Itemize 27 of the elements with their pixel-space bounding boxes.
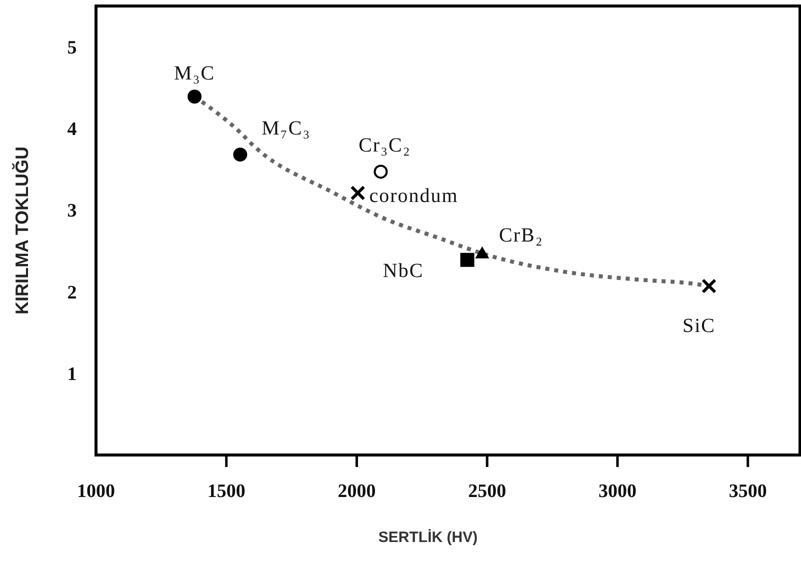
y-tick-label: 4: [67, 119, 78, 140]
x-tick-label: 2500: [468, 481, 506, 502]
y-tick-label: 5: [67, 37, 77, 58]
y-axis-title: KIRILMA TOKLUĞU: [12, 146, 32, 314]
series-label: Cr₃C₂: [358, 134, 411, 157]
point: [702, 278, 716, 294]
point: [460, 252, 474, 267]
x-tick-label: 3000: [598, 481, 636, 502]
x-axis-title: SERTLİK (HV): [378, 529, 478, 546]
point: [350, 185, 366, 200]
y-tick-label: 3: [67, 200, 77, 222]
point: [374, 164, 388, 179]
y-tick-label: 1: [67, 364, 77, 386]
series-label: M₃C: [174, 62, 216, 85]
series-label: NbC: [382, 260, 424, 282]
point: [233, 148, 248, 162]
x-tick-label: 2000: [338, 481, 376, 502]
point: [475, 246, 490, 258]
x-tick-label: 1500: [207, 481, 246, 502]
series-label: corondum: [369, 184, 458, 207]
x-tick-label: 3500: [728, 481, 767, 502]
series-label: CrB₂: [499, 224, 544, 246]
series-label: SiC: [682, 315, 716, 338]
point: [188, 90, 202, 104]
x-tick-label: 1000: [77, 481, 115, 502]
y-tick-label: 2: [67, 282, 77, 304]
series-label: M₇C₃: [262, 118, 311, 140]
